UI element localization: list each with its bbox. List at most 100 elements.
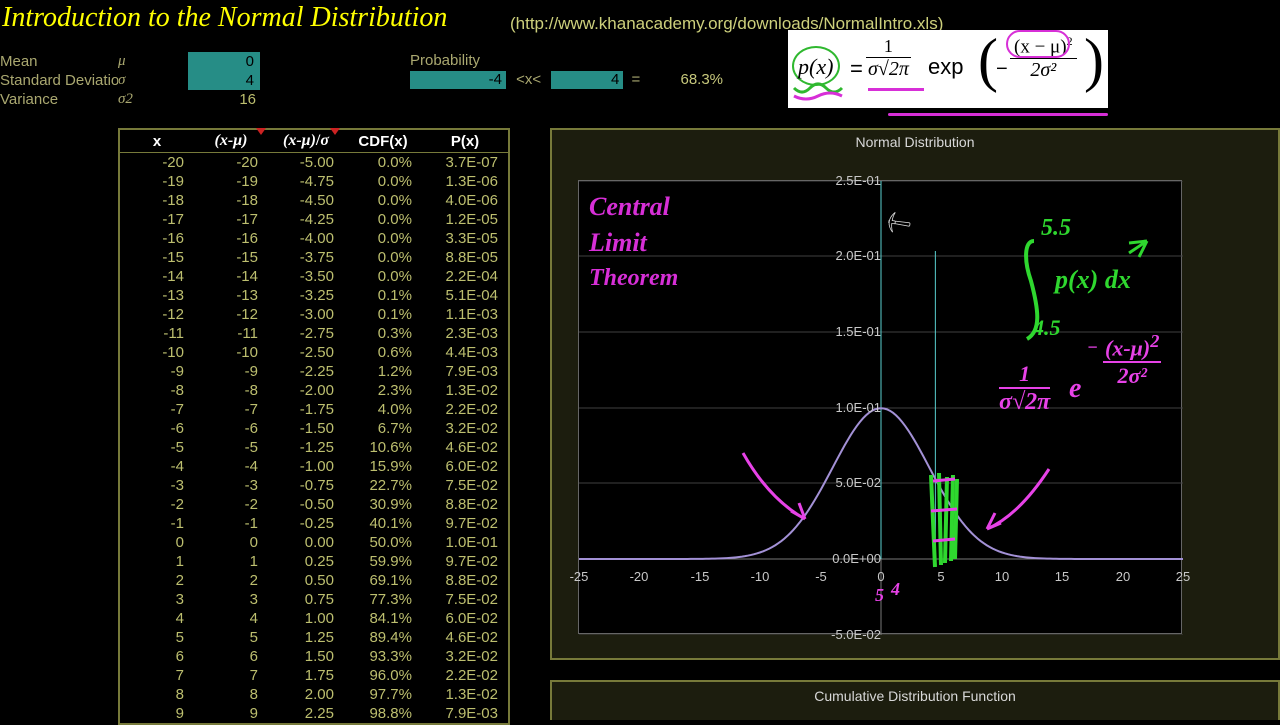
- table-cell: 2.2E-02: [422, 400, 508, 419]
- table-row: -3-3-0.7522.7%7.5E-02: [120, 476, 508, 495]
- table-cell: 0.0%: [344, 248, 422, 267]
- table-row: 661.5093.3%3.2E-02: [120, 647, 508, 666]
- table-cell: -12: [120, 305, 194, 324]
- table-cell: -13: [194, 286, 268, 305]
- table-cell: 3.2E-02: [422, 647, 508, 666]
- table-cell: 3.7E-07: [422, 153, 508, 172]
- table-cell: 0.0%: [344, 191, 422, 210]
- arrow-right-annotation: [979, 465, 1059, 545]
- table-cell: -1: [120, 514, 194, 533]
- table-cell: 1.3E-02: [422, 685, 508, 704]
- table-cell: -19: [120, 172, 194, 191]
- bar-scribble-annotation: [925, 471, 965, 571]
- table-cell: 3.2E-02: [422, 419, 508, 438]
- sd-value[interactable]: 4: [188, 71, 260, 90]
- cdf-title: Cumulative Distribution Function: [552, 682, 1278, 710]
- prob-high-input[interactable]: 4: [551, 71, 623, 89]
- x-tick-label: 10: [987, 569, 1017, 584]
- arrow-left-annotation: [739, 449, 819, 529]
- table-row: -19-19-4.750.0%1.3E-06: [120, 172, 508, 191]
- frac2-num: (x − μ)2: [1010, 34, 1077, 59]
- table-cell: -7: [120, 400, 194, 419]
- table-cell: -9: [194, 362, 268, 381]
- table-cell: -10: [120, 343, 194, 362]
- table-cell: 96.0%: [344, 666, 422, 685]
- chart-panel: Normal Distribution 2.5E-012.0E-011.5E-0…: [550, 128, 1280, 660]
- table-cell: -11: [194, 324, 268, 343]
- prob-low-input[interactable]: -4: [410, 71, 506, 89]
- table-cell: -2.75: [268, 324, 344, 343]
- table-cell: 8.8E-02: [422, 571, 508, 590]
- table-cell: 4.6E-02: [422, 628, 508, 647]
- table-row: 000.0050.0%1.0E-01: [120, 533, 508, 552]
- prob-label: Probability: [410, 52, 723, 69]
- bar-4-label: 4: [891, 579, 900, 600]
- y-tick-label: 5.0E-02: [821, 475, 881, 490]
- comment-marker-icon: [256, 128, 266, 135]
- y-tick-label: 0.0E+00: [821, 551, 881, 566]
- table-cell: 1.00: [268, 609, 344, 628]
- table-cell: 2.2E-02: [422, 666, 508, 685]
- table-cell: -5: [120, 438, 194, 457]
- table-cell: 1.50: [268, 647, 344, 666]
- formula-eq: =: [850, 56, 863, 82]
- table-cell: -6: [120, 419, 194, 438]
- column-header: x: [120, 130, 194, 153]
- table-cell: 4.4E-03: [422, 343, 508, 362]
- table-row: 441.0084.1%6.0E-02: [120, 609, 508, 628]
- table-cell: 4: [120, 609, 194, 628]
- table-cell: 22.7%: [344, 476, 422, 495]
- table-cell: 0.1%: [344, 286, 422, 305]
- table-cell: 59.9%: [344, 552, 422, 571]
- table-row: -16-16-4.000.0%3.3E-05: [120, 229, 508, 248]
- mean-value[interactable]: 0: [188, 52, 260, 71]
- prob-mid: <x<: [516, 71, 541, 88]
- table-cell: -8: [194, 381, 268, 400]
- table-cell: 9.7E-02: [422, 552, 508, 571]
- table-cell: -15: [194, 248, 268, 267]
- frac1-num: 1: [866, 36, 911, 58]
- table-cell: 6.0E-02: [422, 609, 508, 628]
- table-row: -14-14-3.500.0%2.2E-04: [120, 267, 508, 286]
- table-cell: 2.00: [268, 685, 344, 704]
- x-tick-label: 25: [1168, 569, 1198, 584]
- table-cell: 0.0%: [344, 172, 422, 191]
- frac1-den: σ√2π: [866, 58, 911, 81]
- table-cell: 40.1%: [344, 514, 422, 533]
- frac1-underline: [868, 88, 924, 91]
- table-cell: 5: [194, 628, 268, 647]
- table-cell: 2.3%: [344, 381, 422, 400]
- table-cell: 0: [120, 533, 194, 552]
- px-underline-annotation: [792, 82, 844, 102]
- minus-annotation: −: [1087, 337, 1098, 358]
- bar-5-label: 5: [875, 585, 884, 606]
- table-cell: -20: [120, 153, 194, 172]
- prob-result: 68.3%: [680, 71, 723, 88]
- table-cell: 77.3%: [344, 590, 422, 609]
- table-cell: 8: [120, 685, 194, 704]
- table-cell: -20: [194, 153, 268, 172]
- formula-exp: exp: [928, 54, 963, 80]
- table-cell: 97.7%: [344, 685, 422, 704]
- table-cell: 1.3E-02: [422, 381, 508, 400]
- table-cell: 2.2E-04: [422, 267, 508, 286]
- chart-title: Normal Distribution: [552, 130, 1278, 154]
- table-row: 882.0097.7%1.3E-02: [120, 685, 508, 704]
- x-tick-label: -20: [624, 569, 654, 584]
- table-cell: -9: [120, 362, 194, 381]
- table-row: 220.5069.1%8.8E-02: [120, 571, 508, 590]
- table-cell: -0.75: [268, 476, 344, 495]
- table-cell: 4.0E-06: [422, 191, 508, 210]
- table-cell: 8: [194, 685, 268, 704]
- table-cell: 50.0%: [344, 533, 422, 552]
- table-row: -18-18-4.500.0%4.0E-06: [120, 191, 508, 210]
- table-cell: -2: [120, 495, 194, 514]
- table-cell: -4.50: [268, 191, 344, 210]
- table-row: 771.7596.0%2.2E-02: [120, 666, 508, 685]
- table-cell: 7.9E-03: [422, 362, 508, 381]
- table-cell: 6: [194, 647, 268, 666]
- formula-frac2: (x − μ)2 2σ²: [1010, 34, 1077, 82]
- prob-eq: =: [632, 71, 641, 88]
- table-cell: -4.00: [268, 229, 344, 248]
- table-row: -13-13-3.250.1%5.1E-04: [120, 286, 508, 305]
